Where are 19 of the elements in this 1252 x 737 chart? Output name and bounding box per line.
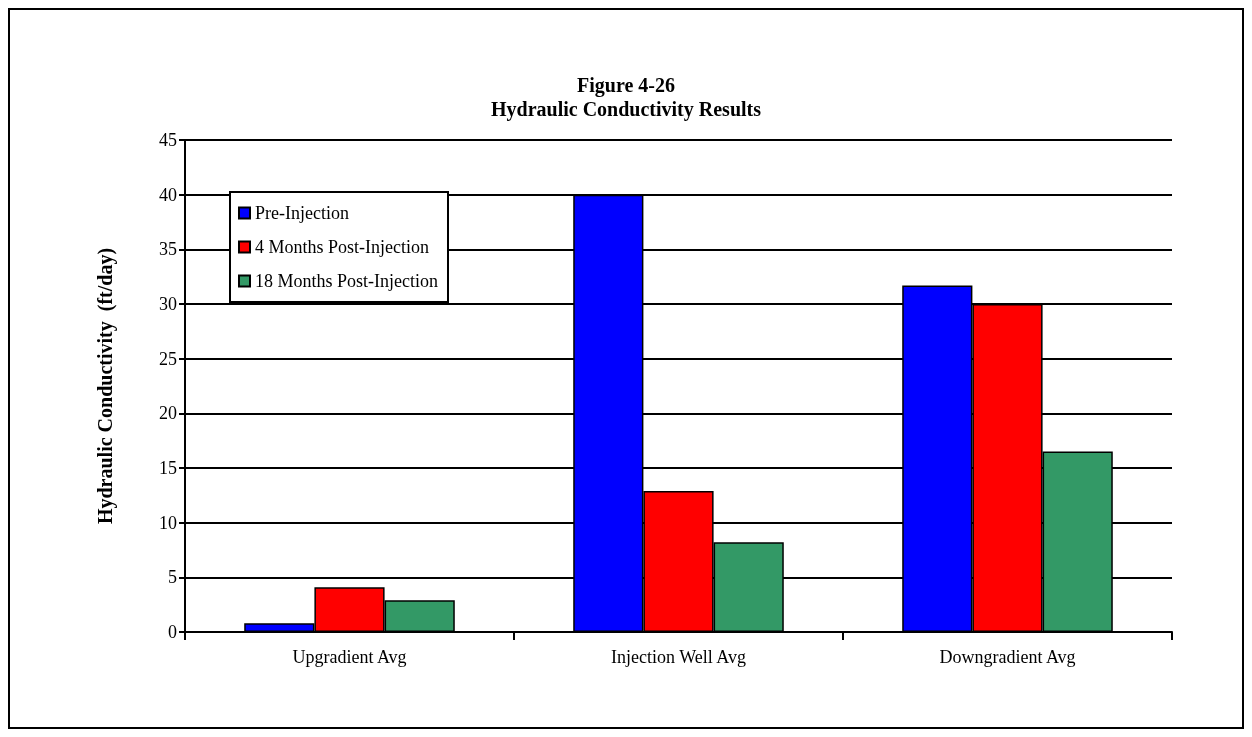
y-tick-label: 30 [159,294,177,314]
y-tick-label: 45 [159,130,177,150]
legend-label: Pre-Injection [255,203,349,223]
y-tick-label: 20 [159,403,177,424]
y-tick-label: 0 [168,622,177,642]
y-tick-label: 25 [159,348,177,369]
x-tick-label: Downgradient Avg [939,647,1076,667]
legend-label: 18 Months Post-Injection [255,271,438,291]
legend-label: 4 Months Post-Injection [255,237,429,257]
x-tick-label: Injection Well Avg [611,647,746,667]
y-axis-title: Hydraulic Conductivity (ft/day) [94,247,117,525]
chart-title: Figure 4-26 [577,74,675,97]
y-tick-label: 15 [159,458,177,478]
y-tick-label: 40 [159,184,177,205]
y-tick-label: 35 [159,239,177,260]
y-tick-label: 5 [168,567,177,588]
y-tick-label: 10 [159,512,177,533]
x-tick-label: Upgradient Avg [292,647,407,667]
chart-subtitle: Hydraulic Conductivity Results [490,98,762,121]
